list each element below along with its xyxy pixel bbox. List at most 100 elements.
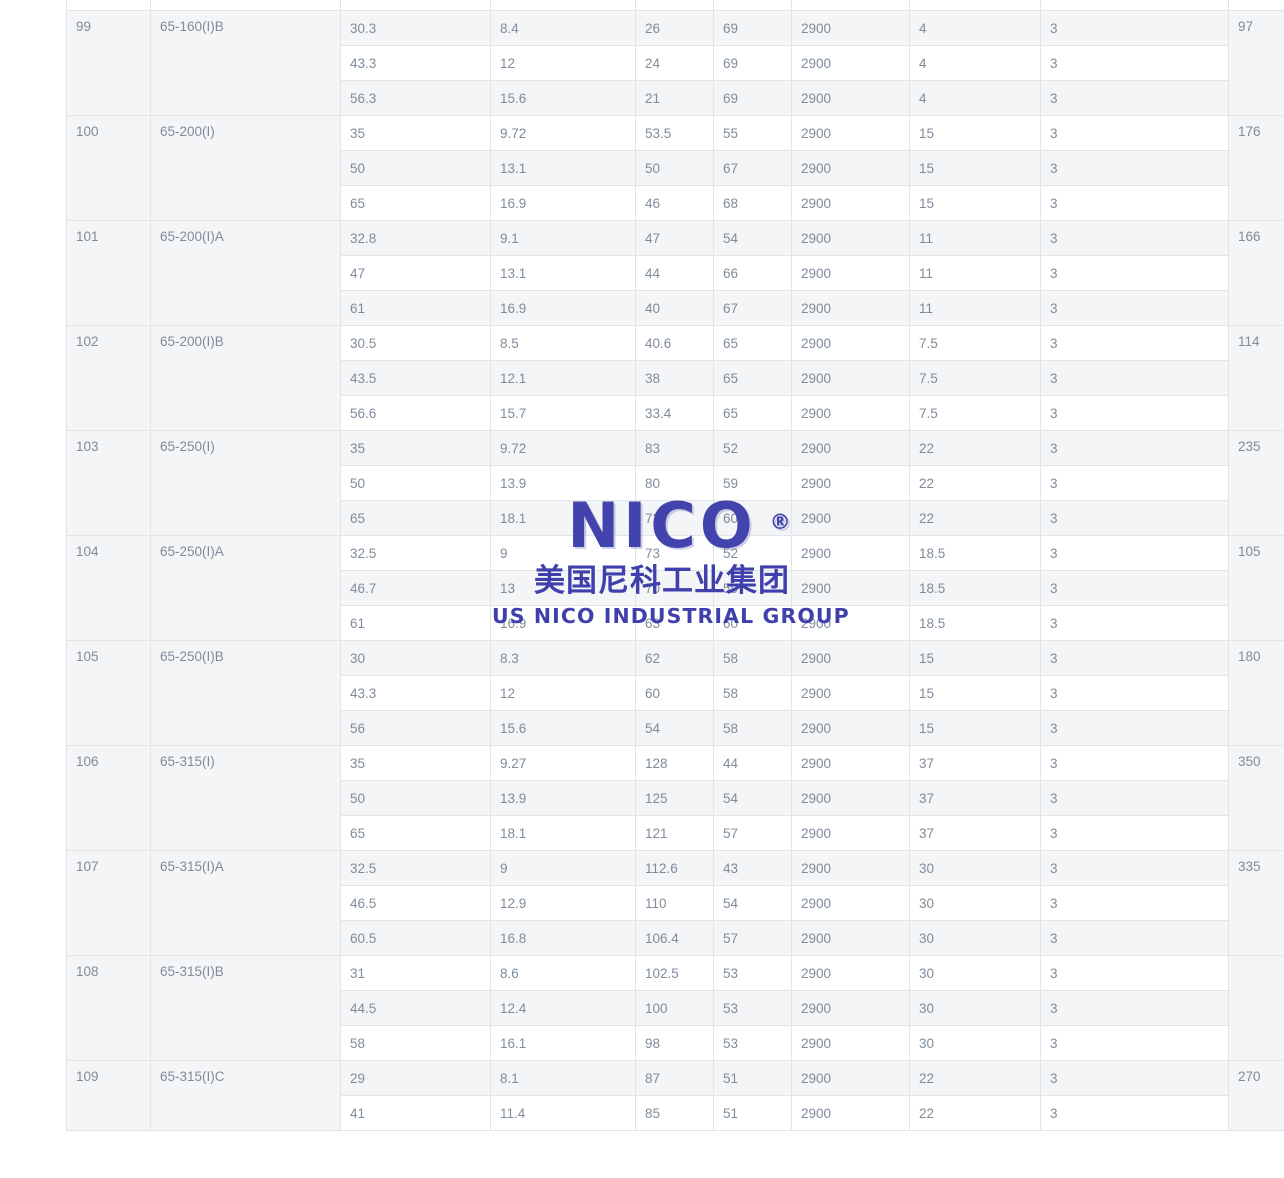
cell-lift: 40.6 <box>635 325 714 361</box>
cell-lift: 38 <box>635 360 714 396</box>
cell-speed: 2900 <box>791 430 910 466</box>
cell-efficiency: 65 <box>713 395 792 431</box>
cell-head: 16.9 <box>490 0 636 11</box>
cell-impeller_diameter: 3 <box>1040 290 1229 326</box>
cell-speed: 2900 <box>791 290 910 326</box>
cell-head: 8.6 <box>490 955 636 991</box>
cell-lift: 128 <box>635 745 714 781</box>
cell-flow: 60.5 <box>340 920 491 956</box>
table-row: 58 16.1 98 53 2900 30 3 <box>67 1025 1284 1061</box>
cell-lift: 106.4 <box>635 920 714 956</box>
table-row: 56.6 15.7 33.4 65 2900 7.5 3 <box>67 395 1284 431</box>
table-row: 100 65-200(I) 35 9.72 53.5 55 2900 15 3 176 <box>66 115 1284 221</box>
cell-weight <box>1228 955 1284 1061</box>
cell-power: 15 <box>909 640 1041 676</box>
cell-no: 107 <box>66 850 151 956</box>
cell-efficiency: 67 <box>713 290 792 326</box>
cell-speed: 2900 <box>791 535 910 571</box>
cell-head: 13.9 <box>490 780 636 816</box>
cell-power: 30 <box>909 955 1041 991</box>
table-row: 107 65-315(I)A 32.5 9 112.6 43 2900 30 3 335 <box>66 850 1284 956</box>
cell-power: 15 <box>909 185 1041 221</box>
cell-efficiency: 54 <box>713 780 792 816</box>
cell-speed: 2900 <box>791 465 910 501</box>
cell-efficiency: 57 <box>713 920 792 956</box>
cell-power: 11 <box>909 255 1041 291</box>
cell-head: 9.27 <box>490 745 636 781</box>
cell-lift: 73 <box>635 535 714 571</box>
cell-speed: 2900 <box>791 0 910 11</box>
cell-head: 12.4 <box>490 990 636 1026</box>
cell-flow: 35 <box>340 430 491 466</box>
cell-efficiency: 69 <box>713 0 792 11</box>
cell-speed: 2900 <box>791 605 910 641</box>
cell-impeller_diameter: 3 <box>1040 1060 1229 1096</box>
cell-speed: 2900 <box>791 150 910 186</box>
cell-model: 65-160(I)B <box>150 10 341 116</box>
cell-head: 8.4 <box>490 10 636 46</box>
table-row: 61 16.9 63 60 2900 18.5 3 <box>67 605 1284 641</box>
cell-power: 15 <box>909 710 1041 746</box>
cell-head: 16.9 <box>490 605 636 641</box>
cell-lift: 54 <box>635 710 714 746</box>
cell-flow: 56.3 <box>340 80 491 116</box>
cell-lift: 62 <box>635 640 714 676</box>
cell-no: 102 <box>66 325 151 431</box>
cell-impeller_diameter: 3 <box>1040 745 1229 781</box>
cell-impeller_diameter: 3 <box>1040 465 1229 501</box>
cell-lift: 112.6 <box>635 850 714 886</box>
cell-weight: 335 <box>1228 850 1284 956</box>
cell-flow: 61 <box>340 290 491 326</box>
cell-flow: 30 <box>340 640 491 676</box>
cell-head: 12.9 <box>490 885 636 921</box>
cell-impeller_diameter: 3 <box>1040 815 1229 851</box>
cell-flow: 43.5 <box>340 360 491 396</box>
cell-flow: 35 <box>340 745 491 781</box>
cell-head: 9.72 <box>490 430 636 466</box>
table-row: 103 65-250(I) 35 9.72 83 52 2900 22 3 235 <box>66 430 1284 536</box>
cell-no: 108 <box>66 955 151 1061</box>
table-row: 65 18.1 72 60 2900 22 3 <box>67 500 1284 536</box>
cell-speed: 2900 <box>791 710 910 746</box>
cell-flow: 32.5 <box>340 535 491 571</box>
cell-speed: 2900 <box>791 955 910 991</box>
cell-efficiency: 59 <box>713 570 792 606</box>
cell-lift: 40 <box>635 290 714 326</box>
cell-speed: 2900 <box>791 570 910 606</box>
cell-flow: 43.3 <box>340 675 491 711</box>
cell-impeller_diameter: 3 <box>1040 640 1229 676</box>
cell-head: 9.1 <box>490 220 636 256</box>
cell-impeller_diameter: 3 <box>1040 1095 1229 1131</box>
cell-flow: 50 <box>340 150 491 186</box>
cell-model: 65-250(I)A <box>150 535 341 641</box>
cell-impeller_diameter: 3 <box>1040 430 1229 466</box>
cell-efficiency: 69 <box>713 80 792 116</box>
cell-power: 18.5 <box>909 535 1041 571</box>
cell-impeller_diameter: 3 <box>1040 395 1229 431</box>
cell-impeller_diameter: 3 <box>1040 325 1229 361</box>
cell-flow: 58 <box>340 1025 491 1061</box>
cell-no: 99 <box>66 10 151 116</box>
cell-flow: 30.3 <box>340 10 491 46</box>
cell-impeller_diameter: 3 <box>1040 920 1229 956</box>
cell-lift: 121 <box>635 815 714 851</box>
cell-lift: 33.4 <box>635 395 714 431</box>
cell-flow: 29 <box>340 1060 491 1096</box>
cell-head: 9.72 <box>490 115 636 151</box>
cell-lift: 102.5 <box>635 955 714 991</box>
cell-lift: 83 <box>635 430 714 466</box>
table-row: 41 11.4 85 51 2900 22 3 <box>67 1095 1284 1131</box>
cell-impeller_diameter: 3 <box>1040 10 1229 46</box>
cell-model: 65-315(I)C <box>150 1060 341 1131</box>
cell-power: 37 <box>909 780 1041 816</box>
cell-flow: 50 <box>340 780 491 816</box>
cell-speed: 2900 <box>791 640 910 676</box>
cell-impeller_diameter: 3 <box>1040 45 1229 81</box>
cell-lift: 50 <box>635 150 714 186</box>
cell-efficiency: 54 <box>713 220 792 256</box>
cell-power: 18.5 <box>909 605 1041 641</box>
cell-impeller_diameter: 3 <box>1040 675 1229 711</box>
cell-lift: 24 <box>635 45 714 81</box>
cell-power: 30 <box>909 850 1041 886</box>
cell-efficiency: 53 <box>713 1025 792 1061</box>
